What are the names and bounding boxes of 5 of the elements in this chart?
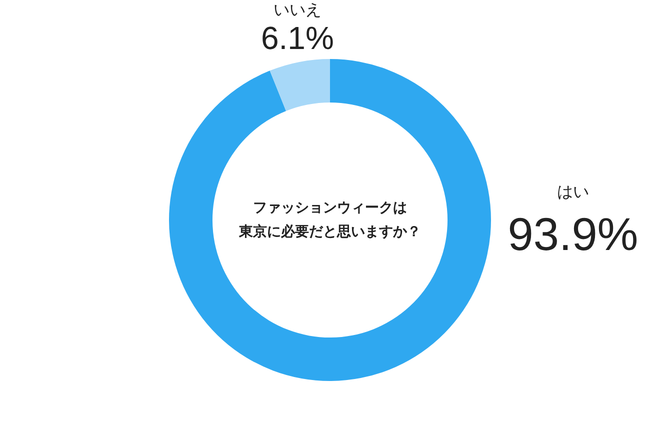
data-label: 6.1%	[260, 20, 334, 56]
slice-label: はい	[557, 184, 589, 201]
data-label: 93.9%	[508, 208, 638, 260]
slice-label: いいえ	[273, 2, 322, 20]
text: ファッションウィークは東京に必要だと思いますか？	[238, 198, 422, 241]
